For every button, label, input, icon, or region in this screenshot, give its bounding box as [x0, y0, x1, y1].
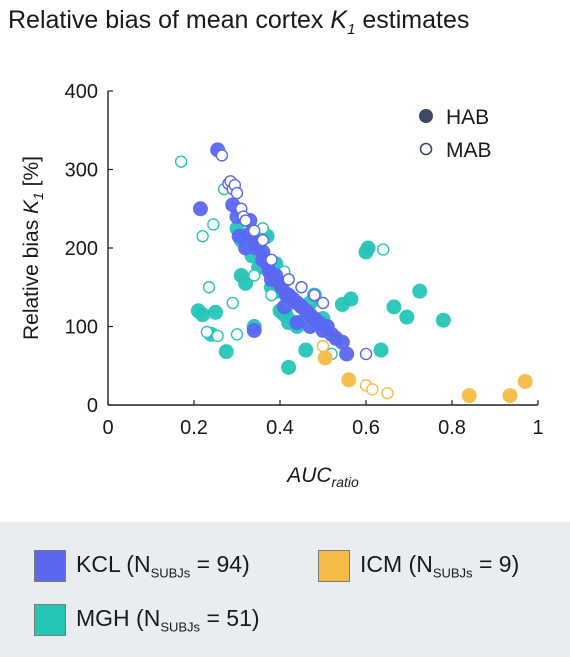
data-point-mgh-open [207, 218, 220, 231]
data-point-icm-open [381, 387, 394, 400]
legend-label-kcl: KCL (NSUBJs = 94) [76, 551, 250, 581]
x-tick-label: 0.8 [438, 417, 466, 439]
data-point-kcl-open [282, 273, 295, 286]
x-tick-label: 0.2 [180, 417, 208, 439]
data-point-mgh-open [200, 325, 214, 339]
legend-item-kcl: KCL (NSUBJs = 94) [34, 550, 250, 582]
y-tick-label: 400 [65, 81, 98, 103]
data-point-mgh-filled [195, 307, 211, 323]
data-point-mgh-filled [360, 240, 376, 256]
marker-legend-symbol-mab [419, 142, 433, 156]
data-point-icm-open [316, 339, 330, 353]
data-point-kcl-open [295, 281, 308, 294]
data-point-kcl-filled [192, 201, 208, 217]
data-point-kcl-open [215, 149, 229, 162]
data-point-kcl-filled [334, 334, 350, 350]
data-point-kcl-open [256, 233, 269, 247]
legend-swatch-mgh [34, 604, 66, 636]
marker-legend-label-mab: MAB [446, 139, 492, 162]
data-point-mgh-filled [435, 312, 451, 328]
data-point-mgh-open [211, 329, 224, 343]
legend-swatch-kcl [34, 550, 66, 582]
data-point-kcl-filled [289, 315, 305, 331]
data-point-mgh-filled [208, 304, 223, 320]
data-point-mgh-open [230, 328, 244, 341]
legend-label-mgh: MGH (NSUBJs = 51) [76, 605, 260, 635]
data-point-mgh-filled [343, 291, 359, 307]
data-point-icm-filled [341, 372, 357, 388]
data-point-icm-filled [502, 388, 518, 404]
data-point-kcl-filled [339, 346, 355, 362]
data-point-kcl-filled [246, 322, 262, 338]
data-point-mgh-open [174, 155, 188, 168]
data-point-kcl-open [316, 296, 330, 310]
data-point-mgh-open [196, 230, 209, 243]
data-point-mgh-filled [386, 299, 402, 315]
data-point-kcl-filled [238, 240, 254, 256]
data-point-mgh-filled [399, 309, 415, 325]
data-point-kcl-open [239, 214, 252, 227]
data-point-mgh-open [202, 281, 216, 294]
y-axis-label: Relative bias K1 [%] [20, 156, 46, 340]
y-tick-label: 100 [65, 317, 98, 339]
data-point-icm-open [366, 383, 379, 396]
data-point-mgh-filled [218, 344, 234, 360]
legend-label-icm: ICM (NSUBJs = 9) [360, 551, 520, 581]
data-point-icm-filled [517, 373, 533, 389]
data-point-icm-filled [461, 388, 477, 404]
y-tick-label: 200 [65, 238, 98, 260]
data-point-kcl-open [230, 186, 244, 200]
data-point-mgh-filled [281, 359, 297, 375]
data-point-icm-filled [317, 350, 333, 366]
data-point-mgh-open [265, 288, 278, 302]
data-point-kcl-filled [315, 322, 331, 338]
x-tick-label: 0.6 [352, 417, 380, 439]
data-point-kcl-open [247, 224, 261, 237]
data-point-kcl-open [265, 253, 278, 266]
data-point-mgh-open [247, 269, 261, 282]
data-point-mgh-open [377, 243, 390, 256]
marker-legend-symbol-hab [419, 109, 433, 123]
data-point-mgh-filled [373, 342, 389, 358]
data-point-mgh-filled [298, 342, 314, 358]
x-tick-label: 0 [102, 417, 113, 439]
y-tick-label: 300 [65, 160, 98, 182]
legend-swatch-icm [318, 550, 350, 582]
data-point-kcl-open [359, 347, 373, 361]
data-point-kcl-filled [263, 271, 279, 287]
chart-title: Relative bias of mean cortex K1 estimate… [8, 6, 470, 38]
data-point-mgh-open [226, 296, 239, 310]
x-axis-label: AUCratio [285, 464, 359, 490]
y-tick-label: 0 [87, 395, 98, 417]
marker-legend-label-hab: HAB [446, 106, 489, 129]
data-point-kcl-filled [276, 299, 292, 315]
x-tick-label: 1 [532, 417, 543, 439]
data-point-mgh-filled [412, 283, 428, 299]
data-point-kcl-open [308, 288, 321, 302]
data-point-kcl-filled [302, 319, 318, 334]
scatter-plot: 0 100 200 300 400 0 0.2 0.4 0.6 0.8 1 AUCratio Relat… [20, 81, 544, 490]
legend-item-icm: ICM (NSUBJs = 9) [318, 550, 519, 582]
legend-item-mgh: MGH (NSUBJs = 51) [34, 604, 260, 636]
x-tick-label: 0.4 [266, 417, 294, 439]
group-legend: KCL (NSUBJs = 94) ICM (NSUBJs = 9) MGH (… [0, 522, 570, 657]
data-point-mgh-filled [238, 275, 254, 291]
